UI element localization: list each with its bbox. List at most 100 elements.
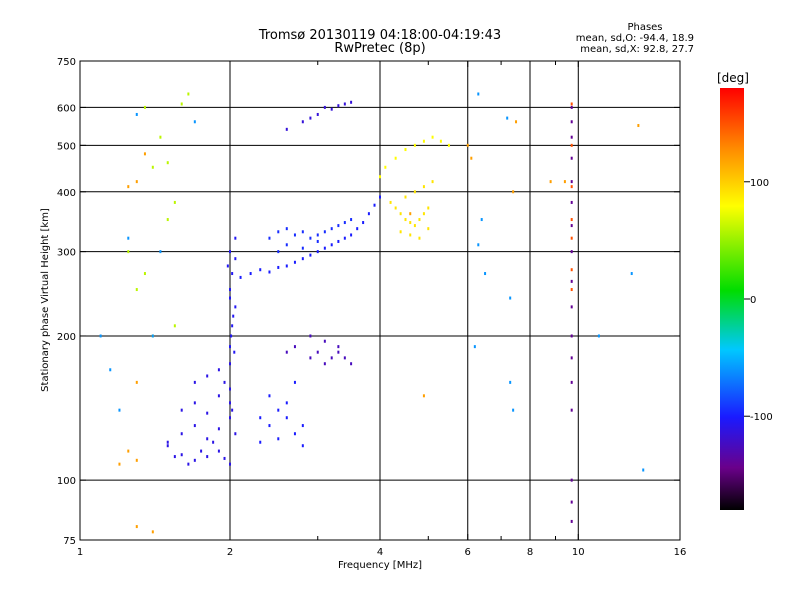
data-point bbox=[337, 350, 340, 354]
data-point bbox=[570, 185, 573, 189]
data-point bbox=[379, 175, 381, 179]
data-point bbox=[570, 218, 573, 222]
data-point bbox=[135, 380, 138, 384]
data-point bbox=[413, 224, 416, 228]
data-point bbox=[193, 424, 196, 428]
x-tick-label: 2 bbox=[227, 547, 233, 558]
data-point bbox=[99, 334, 102, 338]
data-point bbox=[231, 408, 234, 412]
data-point bbox=[229, 387, 231, 391]
data-point bbox=[268, 270, 271, 274]
data-point bbox=[277, 265, 280, 269]
data-point bbox=[268, 394, 271, 398]
data-point bbox=[570, 250, 573, 254]
data-point bbox=[350, 218, 353, 222]
data-point bbox=[323, 105, 326, 109]
data-point bbox=[409, 233, 412, 237]
data-point bbox=[229, 462, 231, 466]
data-point bbox=[466, 143, 469, 147]
data-point bbox=[570, 236, 573, 240]
data-point bbox=[422, 394, 425, 398]
data-point bbox=[233, 350, 236, 354]
data-point bbox=[309, 116, 312, 120]
data-point bbox=[206, 411, 209, 415]
data-point bbox=[350, 233, 353, 237]
data-point bbox=[316, 233, 319, 237]
data-point bbox=[570, 408, 573, 412]
data-point bbox=[229, 288, 231, 292]
data-point bbox=[277, 250, 280, 254]
data-point bbox=[570, 500, 573, 504]
data-point bbox=[180, 102, 183, 106]
data-point bbox=[309, 334, 312, 338]
data-point bbox=[570, 380, 573, 384]
data-point bbox=[570, 224, 573, 228]
x-tick-label: 4 bbox=[377, 547, 383, 558]
data-point bbox=[309, 356, 312, 360]
data-point bbox=[293, 345, 296, 349]
data-point bbox=[356, 227, 359, 231]
data-point bbox=[166, 440, 169, 444]
y-tick-label: 100 bbox=[57, 476, 76, 487]
data-point bbox=[373, 203, 376, 207]
data-point bbox=[570, 288, 573, 292]
data-point bbox=[404, 218, 407, 222]
data-point bbox=[570, 519, 573, 523]
data-point bbox=[166, 218, 169, 222]
y-tick-label: 75 bbox=[63, 536, 76, 547]
x-axis-label: Frequency [MHz] bbox=[338, 560, 422, 571]
data-point bbox=[473, 345, 476, 349]
data-point bbox=[135, 525, 138, 529]
data-point bbox=[630, 272, 633, 276]
data-point bbox=[399, 212, 402, 216]
chart-title: Tromsø 20130119 04:18:00-04:19:43 bbox=[258, 28, 501, 43]
data-point bbox=[323, 362, 326, 366]
data-point bbox=[570, 120, 573, 124]
data-point bbox=[193, 120, 196, 124]
data-point bbox=[166, 161, 169, 165]
data-point bbox=[173, 324, 176, 328]
data-point bbox=[217, 449, 220, 453]
data-point bbox=[151, 334, 154, 338]
data-point bbox=[394, 206, 397, 210]
data-point bbox=[277, 408, 280, 412]
data-point bbox=[477, 243, 480, 247]
data-point bbox=[285, 350, 288, 354]
data-point bbox=[200, 449, 203, 453]
y-tick-label: 750 bbox=[57, 57, 76, 68]
data-point bbox=[277, 437, 280, 441]
data-point bbox=[223, 456, 226, 460]
data-point bbox=[229, 296, 231, 300]
colorbar-ticks: 100 0 -100 bbox=[744, 178, 773, 423]
stats-o: mean, sd,O: -94.4, 18.9 bbox=[576, 33, 694, 44]
data-point bbox=[316, 239, 319, 243]
data-point bbox=[384, 165, 387, 169]
data-point bbox=[166, 444, 169, 448]
data-point bbox=[316, 350, 319, 354]
data-point bbox=[512, 408, 515, 412]
data-point bbox=[642, 468, 645, 472]
data-point bbox=[159, 250, 162, 254]
data-point bbox=[212, 440, 215, 444]
data-point bbox=[151, 530, 154, 534]
data-point bbox=[512, 190, 515, 194]
y-tick-label: 400 bbox=[57, 188, 76, 199]
data-point bbox=[637, 124, 640, 128]
data-point bbox=[285, 127, 288, 131]
data-point bbox=[570, 156, 573, 160]
y-axis-label: Stationary phase Virtual Height [km] bbox=[40, 208, 51, 392]
data-point bbox=[350, 362, 353, 366]
data-point bbox=[563, 180, 566, 184]
data-point bbox=[230, 334, 233, 338]
data-point bbox=[173, 455, 176, 459]
colorbar: [deg] 100 0 -100 bbox=[717, 71, 773, 510]
data-point bbox=[337, 345, 340, 349]
data-point bbox=[127, 236, 130, 240]
colorbar-tick-label: -100 bbox=[750, 412, 773, 423]
data-point bbox=[127, 185, 130, 189]
data-point bbox=[509, 296, 512, 300]
data-point bbox=[159, 135, 162, 139]
y-tick-label: 600 bbox=[57, 103, 76, 114]
data-point bbox=[337, 104, 340, 108]
